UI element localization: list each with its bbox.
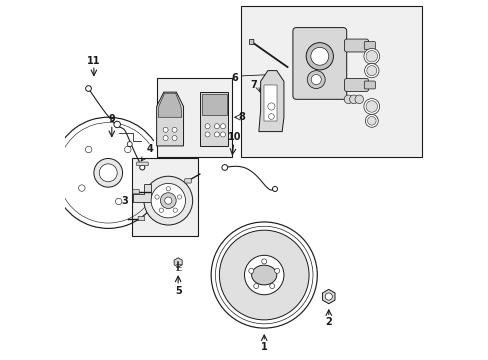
Circle shape: [204, 124, 210, 129]
Circle shape: [364, 63, 378, 78]
Circle shape: [164, 197, 171, 204]
Polygon shape: [200, 92, 228, 146]
Circle shape: [214, 124, 219, 129]
FancyBboxPatch shape: [364, 41, 375, 49]
Circle shape: [151, 183, 185, 218]
Circle shape: [272, 186, 277, 192]
Text: 8: 8: [238, 112, 245, 122]
Circle shape: [274, 268, 279, 273]
Circle shape: [325, 293, 332, 300]
Circle shape: [305, 42, 333, 70]
Circle shape: [253, 284, 258, 289]
Circle shape: [85, 86, 91, 91]
Text: 1: 1: [260, 342, 267, 352]
FancyBboxPatch shape: [292, 28, 346, 99]
Circle shape: [310, 75, 321, 85]
Circle shape: [143, 176, 192, 225]
Circle shape: [99, 164, 117, 182]
Bar: [131, 158, 198, 235]
Polygon shape: [258, 71, 284, 132]
Circle shape: [244, 255, 284, 295]
Circle shape: [177, 195, 182, 199]
Circle shape: [163, 135, 168, 140]
Circle shape: [367, 117, 375, 125]
Circle shape: [363, 99, 379, 114]
Circle shape: [344, 95, 352, 104]
Circle shape: [366, 101, 377, 112]
Circle shape: [366, 66, 376, 76]
Text: 4: 4: [141, 144, 153, 161]
FancyBboxPatch shape: [344, 78, 368, 91]
Bar: [241, 6, 421, 157]
Text: 9: 9: [108, 114, 115, 124]
Circle shape: [159, 208, 163, 212]
Circle shape: [268, 114, 274, 120]
Polygon shape: [264, 85, 276, 121]
Circle shape: [172, 135, 177, 140]
Circle shape: [310, 47, 328, 65]
Ellipse shape: [251, 265, 276, 285]
Circle shape: [211, 222, 317, 328]
FancyBboxPatch shape: [184, 179, 191, 183]
Circle shape: [172, 127, 177, 132]
Circle shape: [160, 193, 176, 208]
Circle shape: [267, 103, 274, 110]
Circle shape: [354, 95, 363, 104]
Circle shape: [215, 226, 312, 324]
Polygon shape: [322, 289, 334, 304]
Circle shape: [79, 185, 85, 191]
Circle shape: [163, 127, 168, 132]
FancyBboxPatch shape: [249, 40, 253, 44]
Circle shape: [85, 146, 92, 153]
Circle shape: [173, 208, 177, 212]
Text: 11: 11: [87, 55, 101, 66]
Polygon shape: [133, 184, 151, 202]
Circle shape: [127, 141, 132, 147]
Circle shape: [248, 268, 253, 273]
Circle shape: [114, 121, 120, 128]
Circle shape: [94, 158, 122, 187]
Circle shape: [261, 259, 266, 264]
Circle shape: [365, 114, 378, 127]
Text: 10: 10: [227, 132, 241, 142]
Circle shape: [166, 186, 170, 191]
Circle shape: [204, 132, 210, 137]
FancyBboxPatch shape: [137, 162, 148, 166]
Polygon shape: [202, 94, 226, 116]
Circle shape: [269, 284, 274, 289]
Text: 6: 6: [231, 73, 237, 83]
Circle shape: [220, 124, 225, 129]
Circle shape: [222, 165, 227, 170]
Bar: [156, 78, 231, 157]
Polygon shape: [156, 92, 183, 146]
Polygon shape: [158, 93, 182, 117]
Text: 5: 5: [174, 286, 181, 296]
Text: 2: 2: [325, 318, 331, 327]
FancyBboxPatch shape: [344, 39, 368, 52]
FancyBboxPatch shape: [138, 216, 144, 221]
Circle shape: [349, 95, 357, 104]
Circle shape: [124, 146, 131, 153]
Circle shape: [115, 198, 122, 205]
Text: 7: 7: [249, 80, 256, 90]
Circle shape: [219, 230, 308, 320]
Circle shape: [363, 48, 379, 64]
Circle shape: [140, 165, 144, 170]
FancyBboxPatch shape: [364, 81, 375, 89]
Circle shape: [214, 132, 219, 137]
Polygon shape: [174, 258, 182, 267]
Text: 3: 3: [122, 195, 128, 206]
Circle shape: [220, 132, 225, 137]
Circle shape: [155, 195, 159, 199]
Circle shape: [306, 71, 325, 89]
Circle shape: [366, 50, 377, 62]
FancyBboxPatch shape: [133, 189, 139, 194]
